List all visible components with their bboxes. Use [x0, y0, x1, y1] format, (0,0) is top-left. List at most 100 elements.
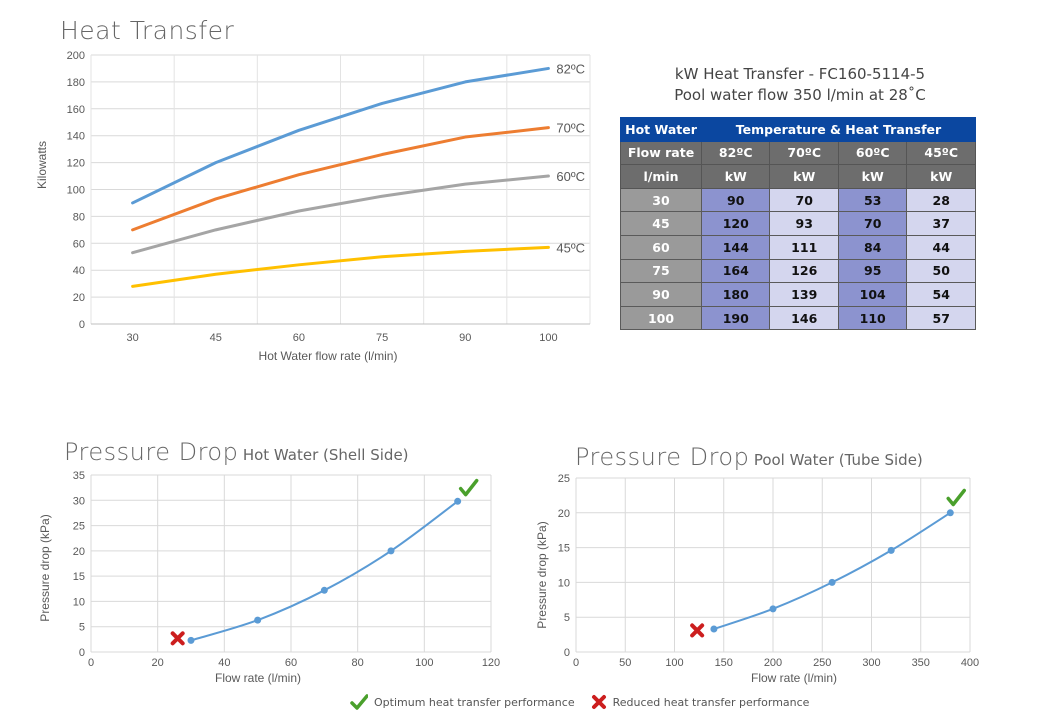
- y-tick-label: 0: [79, 647, 85, 659]
- pressure-drop-shell-series: [187, 497, 462, 644]
- table-col-temp: 60ºC: [837, 140, 908, 166]
- data-point: [187, 636, 195, 644]
- table-header-hot-water: Hot Water: [620, 117, 702, 142]
- y-tick-label: 0: [564, 647, 570, 659]
- pressure-drop-shell-y-ticks: 0 5 10 15 20 25 30 35: [73, 470, 85, 659]
- table-row: 30 90 70 53 28: [620, 187, 976, 213]
- pressure-drop-tube-title-main: Pressure Drop: [575, 443, 750, 471]
- y-tick-label: 40: [73, 265, 85, 277]
- x-tick-label: 0: [88, 657, 94, 669]
- pressure-drop-tube-y-ticks: 0 5 10 15 20 25: [558, 473, 570, 659]
- pressure-drop-tube-annotations: [690, 488, 966, 638]
- x-tick-label: 300: [862, 657, 880, 669]
- table-subtitle: Pool water flow 350 l/min at 28˚C: [674, 86, 926, 104]
- pressure-drop-tube-y-axis-label: Pressure drop (kPa): [535, 521, 549, 628]
- y-tick-label: 20: [73, 546, 85, 558]
- table-cell-kw: 54: [906, 282, 976, 307]
- x-tick-label: 60: [285, 657, 297, 669]
- pressure-drop-tube-x-ticks: 0 50 100 150 200 250 300 350 400: [573, 657, 979, 669]
- table-cell-kw: 139: [769, 282, 839, 307]
- pressure-drop-shell-subtitle: Hot Water (Shell Side): [242, 446, 409, 464]
- table-row-flow-rate: 100: [620, 305, 702, 331]
- table-row-flow-rate: 60: [620, 234, 702, 260]
- table-unit: kW: [906, 164, 976, 189]
- y-tick-label: 100: [67, 185, 85, 197]
- pressure-drop-tube-x-axis-label: Flow rate (l/min): [751, 671, 837, 685]
- table-row-flow-rate: 75: [620, 258, 702, 284]
- y-tick-label: 10: [73, 596, 85, 608]
- heat-transfer-x-axis-label: Hot Water flow rate (l/min): [259, 349, 398, 363]
- pressure-drop-shell-title-main: Pressure Drop: [64, 438, 239, 466]
- table-row: 60 144 111 84 44: [620, 234, 976, 260]
- data-point: [887, 546, 895, 554]
- y-tick-label: 35: [73, 470, 85, 482]
- x-tick-label: 400: [961, 657, 979, 669]
- table-col-temp: 82ºC: [700, 140, 771, 166]
- data-point: [828, 578, 836, 586]
- table-cell-kw: 144: [700, 234, 771, 260]
- x-tick-label: 200: [764, 657, 782, 669]
- table-cell-kw: 37: [906, 211, 976, 236]
- y-tick-label: 180: [67, 77, 85, 89]
- pressure-drop-shell-annotations: [170, 478, 479, 646]
- table-col-temp: 45ºC: [906, 140, 976, 166]
- table-cell-kw: 57: [906, 305, 976, 331]
- heat-transfer-chart: 0 20 40 60 80 100 120 140 160 180 200 30 45 60 75 90 10…: [35, 50, 591, 363]
- x-tick-label: 0: [573, 657, 579, 669]
- heat-transfer-table: Hot Water Temperature & Heat Transfer Fl…: [620, 117, 976, 331]
- optimum-performance-check-icon: [458, 478, 479, 497]
- x-tick-label: 75: [376, 332, 388, 344]
- table-row-flow-rate: 90: [620, 282, 702, 307]
- series-line: [190, 500, 459, 642]
- pressure-drop-shell-grid: [90, 474, 492, 653]
- x-tick-label: 60: [293, 332, 305, 344]
- table-header-row: Hot Water Temperature & Heat Transfer: [620, 117, 976, 142]
- table-col-flow-rate: Flow rate: [620, 140, 702, 166]
- x-tick-label: 80: [352, 657, 364, 669]
- x-tick-label: 30: [126, 332, 138, 344]
- y-tick-label: 140: [67, 131, 85, 143]
- table-cell-kw: 84: [837, 234, 908, 260]
- table-subheader-row: Flow rate 82ºC 70ºC 60ºC 45ºC: [620, 140, 976, 166]
- y-tick-label: 25: [73, 521, 85, 533]
- optimum-performance-check-icon: [946, 488, 966, 507]
- pressure-drop-tube-chart: 0 5 10 15 20 25 0 50 100 150 200 250 300 350 400 Pres…: [535, 473, 979, 685]
- table-row: 90 180 139 104 54: [620, 282, 976, 307]
- pressure-drop-tube-grid: [575, 477, 971, 653]
- legend-reduced-label: Reduced heat transfer performance: [612, 695, 810, 709]
- table-cell-kw: 44: [906, 234, 976, 260]
- series-line-82c: [131, 66, 550, 205]
- pressure-drop-tube-series: [710, 509, 954, 633]
- series-label: 45ºC: [556, 240, 585, 255]
- table-row: 75 164 126 95 50: [620, 258, 976, 284]
- series-line-70c: [131, 126, 550, 232]
- y-tick-label: 10: [558, 577, 570, 589]
- table-cell-kw: 95: [837, 258, 908, 284]
- y-tick-label: 20: [73, 292, 85, 304]
- series-label: 70ºC: [556, 121, 585, 136]
- y-tick-label: 120: [67, 158, 85, 170]
- data-point: [387, 547, 395, 555]
- pressure-drop-tube-subtitle: Pool Water (Tube Side): [753, 451, 923, 469]
- y-tick-label: 160: [67, 104, 85, 116]
- x-tick-label: 100: [415, 657, 433, 669]
- x-tick-label: 50: [619, 657, 631, 669]
- series-line: [713, 511, 951, 630]
- table-unit: kW: [769, 164, 839, 189]
- table-row: 100 190 146 110 57: [620, 305, 976, 331]
- table-caption: kW Heat Transfer - FC160-5114-5 Pool wat…: [620, 64, 980, 106]
- y-tick-label: 5: [564, 612, 570, 624]
- heat-transfer-grid: [90, 54, 591, 325]
- x-tick-label: 350: [912, 657, 930, 669]
- y-tick-label: 5: [79, 622, 85, 634]
- data-point: [320, 586, 328, 594]
- x-tick-label: 120: [482, 657, 500, 669]
- reduced-performance-cross-icon: [170, 631, 185, 646]
- x-tick-label: 45: [210, 332, 222, 344]
- table-cell-kw: 70: [769, 187, 839, 213]
- table-cell-kw: 120: [700, 211, 771, 236]
- pressure-drop-shell-chart: 0 5 10 15 20 25 30 35 0 20 40 60 80 100 120 Pressure …: [38, 470, 500, 685]
- heat-transfer-title: Heat Transfer: [60, 16, 235, 45]
- table-row: 45 120 93 70 37: [620, 211, 976, 236]
- data-point: [769, 605, 777, 613]
